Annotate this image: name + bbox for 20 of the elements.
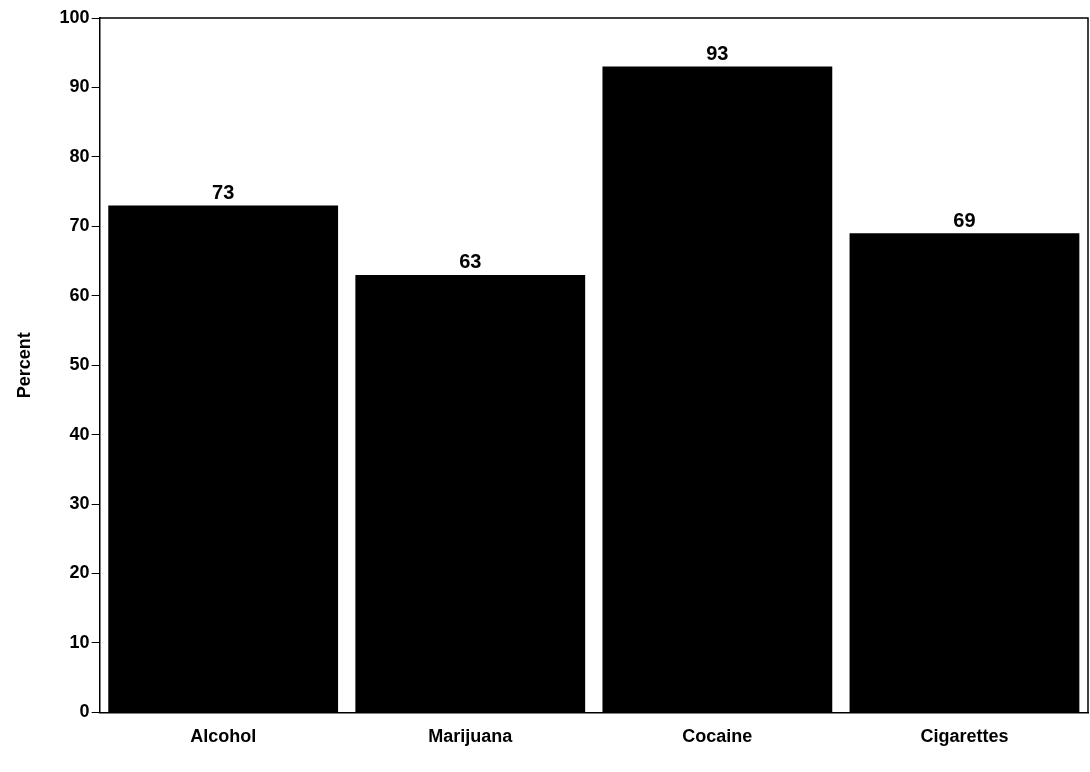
y-tick-label: 0 bbox=[79, 701, 90, 722]
data-label: 69 bbox=[953, 208, 976, 231]
y-tick-label: 100 bbox=[59, 6, 90, 27]
y-tick-label: 60 bbox=[69, 284, 90, 305]
y-tick-label: 80 bbox=[69, 145, 90, 166]
y-tick-label: 10 bbox=[69, 631, 90, 652]
x-tick-label: Cocaine bbox=[682, 726, 753, 747]
y-tick-label: 30 bbox=[69, 493, 90, 514]
y-tick-label: 20 bbox=[69, 562, 90, 583]
x-tick-label: Marijuana bbox=[428, 726, 514, 747]
x-tick-label: Alcohol bbox=[190, 726, 257, 747]
data-label: 63 bbox=[459, 250, 482, 273]
x-tick-label: Cigarettes bbox=[920, 726, 1009, 747]
y-axis-title: Percent bbox=[13, 332, 34, 399]
y-tick-label: 70 bbox=[69, 215, 90, 236]
data-label: 93 bbox=[706, 42, 729, 65]
data-label: 73 bbox=[212, 181, 235, 203]
y-tick-label: 50 bbox=[69, 354, 90, 375]
y-tick-label: 90 bbox=[69, 76, 90, 97]
y-tick-label: 40 bbox=[69, 423, 90, 444]
